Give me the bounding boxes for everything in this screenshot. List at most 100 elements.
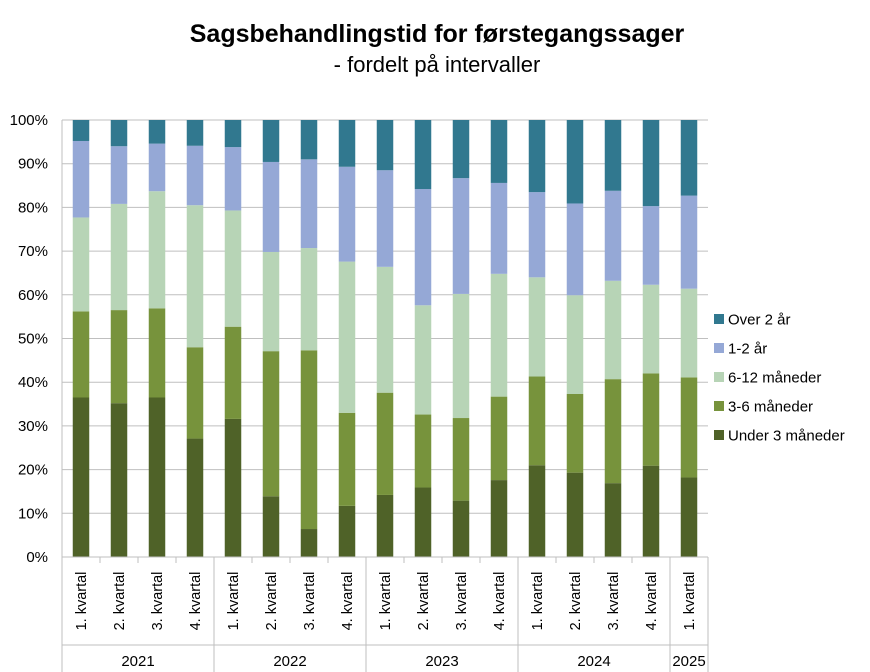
legend-swatch xyxy=(714,314,724,324)
bar-segment-6-12-m-neder xyxy=(414,305,432,415)
x-tick-label: 2. kvartal xyxy=(416,572,432,631)
x-tick-label: 4. kvartal xyxy=(644,572,660,631)
x-group-label: 2025 xyxy=(672,653,705,670)
bar-segment-6-12-m-neder xyxy=(490,273,508,397)
y-tick-label: 70% xyxy=(18,243,48,260)
bar-segment-1-2-r xyxy=(186,145,204,206)
bar-segment-under-3-m-neder xyxy=(490,480,508,557)
bar-segment-1-2-r xyxy=(72,140,90,218)
legend-label: 1-2 år xyxy=(728,341,767,358)
bar-segment-1-2-r xyxy=(604,190,622,281)
bar-segment-6-12-m-neder xyxy=(224,210,242,327)
x-tick-label: 3. kvartal xyxy=(302,572,318,631)
bar-segment-over-2-r xyxy=(148,120,166,144)
bar-segment-over-2-r xyxy=(452,120,470,179)
bar-segment-1-2-r xyxy=(528,192,546,278)
legend-swatch xyxy=(714,343,724,353)
y-tick-label: 100% xyxy=(10,112,48,129)
bar-segment-under-3-m-neder xyxy=(566,472,584,557)
y-tick-label: 40% xyxy=(18,374,48,391)
legend-swatch xyxy=(714,430,724,440)
bar-segment-3-6-m-neder xyxy=(490,396,508,481)
x-tick-label: 1. kvartal xyxy=(74,572,90,631)
bar-segment-1-2-r xyxy=(338,166,356,262)
bar-segment-3-6-m-neder xyxy=(300,350,318,530)
bar-segment-over-2-r xyxy=(528,120,546,193)
bar-segment-over-2-r xyxy=(186,120,204,146)
bar-segment-1-2-r xyxy=(376,170,394,267)
bar-segment-over-2-r xyxy=(338,120,356,167)
chart-subtitle: - fordelt på intervaller xyxy=(334,52,541,77)
x-tick-label: 1. kvartal xyxy=(378,572,394,631)
x-group-label: 2023 xyxy=(425,653,458,670)
bar-segment-over-2-r xyxy=(300,120,318,160)
x-tick-label: 2. kvartal xyxy=(264,572,280,631)
bar-segment-1-2-r xyxy=(300,159,318,249)
y-tick-label: 0% xyxy=(26,549,48,566)
bar-segment-1-2-r xyxy=(110,146,128,204)
bar-segment-under-3-m-neder xyxy=(186,438,204,557)
bar-segment-3-6-m-neder xyxy=(414,414,432,488)
x-tick-label: 2. kvartal xyxy=(112,572,128,631)
bar-segment-1-2-r xyxy=(224,147,242,211)
y-axis: 0% 10% 20% 30% 40% 50% 60% 70% 80% 90% 100% xyxy=(10,112,63,566)
bar-segment-3-6-m-neder xyxy=(452,418,470,501)
bar-segment-under-3-m-neder xyxy=(224,418,242,557)
legend-label: 6-12 måneder xyxy=(728,370,821,387)
y-tick-label: 30% xyxy=(18,418,48,435)
bar-segment-over-2-r xyxy=(414,120,432,190)
bar-segment-6-12-m-neder xyxy=(642,284,660,374)
x-tick-label: 2. kvartal xyxy=(568,572,584,631)
bar-segment-1-2-r xyxy=(566,203,584,296)
x-tick-label: 4. kvartal xyxy=(492,572,508,631)
legend-swatch xyxy=(714,401,724,411)
bar-segment-over-2-r xyxy=(490,120,508,183)
bar-segment-over-2-r xyxy=(110,120,128,147)
x-tick-label: 3. kvartal xyxy=(454,572,470,631)
bar-segment-6-12-m-neder xyxy=(680,288,698,378)
bar-segment-6-12-m-neder xyxy=(528,277,546,377)
bar-segment-under-3-m-neder xyxy=(680,477,698,557)
x-tick-label: 1. kvartal xyxy=(530,572,546,631)
bar-segment-6-12-m-neder xyxy=(110,203,128,311)
bar-segment-under-3-m-neder xyxy=(604,483,622,557)
bar-segment-1-2-r xyxy=(148,143,166,192)
bar-segment-1-2-r xyxy=(490,182,508,274)
x-group-label: 2022 xyxy=(273,653,306,670)
x-tick-label: 1. kvartal xyxy=(682,572,698,631)
bar-segment-1-2-r xyxy=(452,178,470,294)
x-tick-label: 1. kvartal xyxy=(226,572,242,631)
x-tick-label: 3. kvartal xyxy=(150,572,166,631)
bar-segment-6-12-m-neder xyxy=(566,295,584,394)
bar-segment-6-12-m-neder xyxy=(300,248,318,351)
y-tick-label: 10% xyxy=(18,505,48,522)
bar-segment-3-6-m-neder xyxy=(376,392,394,495)
legend-swatch xyxy=(714,372,724,382)
bar-segment-3-6-m-neder xyxy=(148,308,166,398)
legend: Over 2 år 1-2 år 6-12 måneder 3-6 måneder Un… xyxy=(714,312,845,445)
y-tick-label: 80% xyxy=(18,199,48,216)
bar-segment-over-2-r xyxy=(376,120,394,171)
y-tick-label: 90% xyxy=(18,156,48,173)
bar-segment-6-12-m-neder xyxy=(148,191,166,309)
bar-segment-1-2-r xyxy=(262,161,280,252)
bar-segment-under-3-m-neder xyxy=(642,465,660,557)
bar-segment-6-12-m-neder xyxy=(376,266,394,393)
chart-title: Sagsbehandlingstid for førstegangssager xyxy=(190,20,685,48)
x-tick-label: 4. kvartal xyxy=(188,572,204,631)
y-tick-label: 60% xyxy=(18,287,48,304)
y-tick-label: 20% xyxy=(18,462,48,479)
bar-segment-3-6-m-neder xyxy=(186,347,204,439)
bar-segment-over-2-r xyxy=(72,120,90,141)
bar-segment-over-2-r xyxy=(224,120,242,148)
bar-segment-over-2-r xyxy=(566,120,584,204)
bar-segment-1-2-r xyxy=(680,195,698,289)
bar-segment-3-6-m-neder xyxy=(680,377,698,478)
bar-segment-6-12-m-neder xyxy=(338,261,356,413)
bar-segment-3-6-m-neder xyxy=(262,351,280,497)
bar-segment-6-12-m-neder xyxy=(262,251,280,352)
x-tick-label: 3. kvartal xyxy=(606,572,622,631)
x-group-label: 2021 xyxy=(121,653,154,670)
legend-label: 3-6 måneder xyxy=(728,399,813,416)
bar-segment-under-3-m-neder xyxy=(338,505,356,557)
